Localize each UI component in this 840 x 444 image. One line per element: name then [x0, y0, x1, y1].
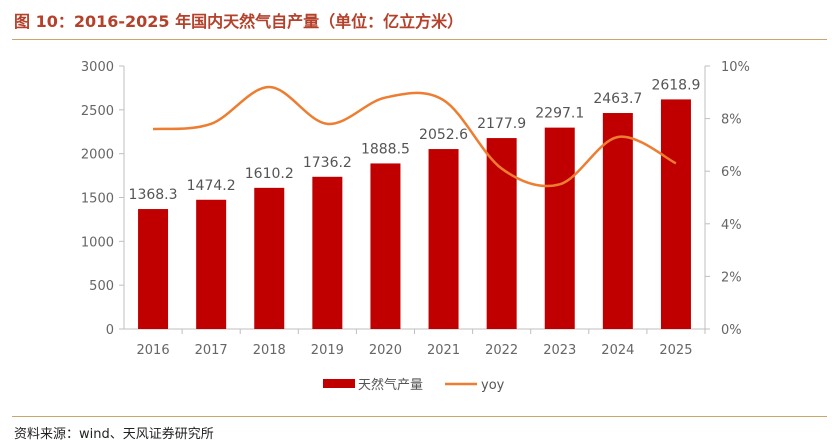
- bar-data-label: 1888.5: [361, 141, 410, 157]
- y-left-tick-label: 500: [89, 279, 114, 294]
- bar: [138, 209, 169, 329]
- x-tick-label: 2025: [659, 343, 692, 358]
- bar-data-label: 2463.7: [593, 91, 642, 107]
- y-left-tick-label: 1500: [81, 192, 114, 207]
- x-tick-label: 2016: [137, 343, 170, 358]
- bar: [660, 99, 691, 330]
- bar: [370, 163, 401, 329]
- bar-data-label: 1736.2: [303, 155, 352, 171]
- x-tick-label: 2022: [485, 343, 518, 358]
- x-tick-label: 2019: [311, 343, 344, 358]
- y-left-tick-label: 2000: [81, 148, 114, 163]
- legend-swatch-bar: [323, 379, 355, 388]
- x-tick-label: 2021: [427, 343, 460, 358]
- y-right-tick-label: 0%: [721, 323, 742, 338]
- source-divider: [12, 416, 827, 417]
- bar: [428, 149, 459, 329]
- bar-data-label: 2618.9: [651, 77, 700, 93]
- x-tick-label: 2018: [253, 343, 286, 358]
- figure-title: 图 10：2016-2025 年国内天然气自产量（单位：亿立方米）: [14, 12, 464, 31]
- y-right-tick-label: 10%: [721, 60, 750, 75]
- y-left-tick-label: 0: [106, 323, 114, 338]
- y-left-tick-label: 3000: [81, 60, 114, 75]
- bar-data-label: 1368.3: [129, 187, 178, 203]
- bar: [312, 176, 343, 329]
- title-divider: [12, 39, 827, 40]
- yoy-line: [152, 85, 677, 188]
- bar: [602, 113, 633, 330]
- legend-label-bar: 天然气产量: [358, 377, 423, 393]
- x-tick-label: 2024: [601, 343, 634, 358]
- legend-label-line: yoy: [481, 378, 505, 393]
- x-tick-label: 2023: [543, 343, 576, 358]
- source-note: 资料来源：wind、天风证券研究所: [14, 427, 214, 442]
- bar-data-label: 1474.2: [187, 178, 236, 194]
- bar-data-label: 1610.2: [245, 166, 294, 182]
- bar: [196, 199, 227, 329]
- y-right-tick-label: 2%: [721, 270, 742, 285]
- x-tick-label: 2017: [195, 343, 228, 358]
- bar-data-label: 2297.1: [535, 106, 584, 122]
- y-right-tick-label: 8%: [721, 113, 742, 128]
- y-right-tick-label: 4%: [721, 218, 742, 233]
- y-left-tick-label: 1000: [81, 235, 114, 250]
- y-left-tick-label: 2500: [81, 104, 114, 119]
- bar: [254, 187, 285, 329]
- y-right-tick-label: 6%: [721, 165, 742, 180]
- bar-data-label: 2177.9: [477, 116, 526, 132]
- bar: [486, 138, 517, 329]
- bar-data-label: 2052.6: [419, 127, 468, 143]
- x-tick-label: 2020: [369, 343, 402, 358]
- bar: [544, 127, 575, 329]
